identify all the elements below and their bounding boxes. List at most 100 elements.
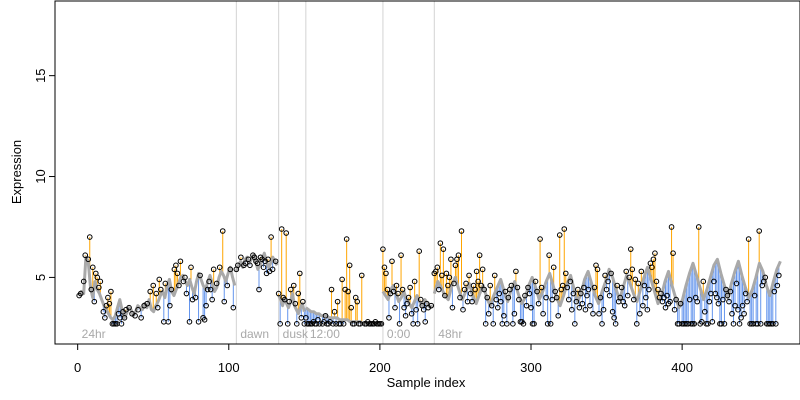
data-point (584, 292, 590, 299)
data-point (413, 306, 419, 313)
data-point (334, 298, 341, 305)
data-point (751, 292, 758, 299)
data-point (540, 310, 546, 317)
data-point (754, 321, 761, 327)
data-point (455, 252, 462, 259)
data-point (476, 252, 483, 259)
data-point (562, 270, 569, 277)
data-point (630, 296, 637, 303)
data-point (260, 264, 267, 271)
data-point (572, 321, 578, 327)
data-point (269, 266, 276, 273)
data-point (478, 282, 484, 289)
data-point (525, 284, 531, 291)
data-point (138, 314, 144, 321)
data-point (484, 294, 490, 301)
data-point (608, 270, 614, 277)
data-point (701, 308, 708, 315)
data-point (686, 296, 693, 303)
data-point (457, 294, 463, 301)
data-point (428, 302, 435, 309)
data-point (629, 266, 636, 273)
data-point (154, 304, 161, 311)
data-point (510, 321, 516, 327)
data-point (402, 312, 409, 319)
data-point (502, 288, 509, 295)
data-point (473, 268, 480, 275)
data-point (393, 282, 400, 289)
data-point (632, 276, 639, 283)
data-point (698, 319, 705, 325)
data-point (550, 264, 557, 271)
data-point (673, 296, 679, 303)
data-point (284, 321, 291, 327)
data-point (744, 298, 750, 305)
data-point (614, 282, 620, 289)
data-point (238, 254, 244, 261)
data-point (345, 288, 351, 295)
marker-label: 0:00 (387, 327, 411, 341)
data-point (559, 282, 566, 289)
data-point (493, 296, 500, 303)
data-point (591, 284, 598, 291)
data-point (106, 300, 113, 307)
data-point (126, 304, 132, 311)
data-point (186, 319, 193, 325)
data-point (469, 298, 475, 305)
data-point (668, 224, 675, 230)
data-point (85, 256, 92, 263)
data-point (732, 302, 738, 309)
data-point (94, 274, 101, 281)
data-point (773, 321, 779, 327)
data-point (337, 321, 344, 327)
data-point (177, 258, 184, 265)
data-point (207, 286, 214, 293)
data-point (646, 286, 652, 293)
data-point (297, 270, 303, 277)
data-point (605, 278, 611, 285)
data-point (227, 266, 234, 273)
data-point (330, 321, 336, 327)
data-point (417, 296, 424, 303)
data-point (378, 321, 385, 327)
data-point (343, 236, 350, 242)
data-point (451, 280, 457, 287)
marker-label: dawn (240, 327, 269, 341)
data-point (82, 252, 89, 259)
data-point (578, 290, 584, 297)
data-point (157, 286, 164, 293)
data-point (219, 228, 226, 234)
y-tick-label: 15 (33, 68, 48, 82)
data-point (706, 298, 713, 305)
data-point (520, 321, 527, 327)
data-point (526, 290, 533, 297)
data-point (452, 262, 459, 269)
marker-labels: 24hr dawn dusk 12:00 0:00 48hr (82, 327, 463, 341)
data-points (76, 224, 782, 327)
data-point (254, 260, 261, 267)
data-point (662, 304, 669, 311)
data-point (565, 296, 572, 303)
data-point (644, 306, 651, 313)
data-point (135, 306, 141, 313)
data-point (195, 319, 202, 325)
data-point (436, 286, 442, 293)
data-point (667, 298, 673, 305)
data-point (528, 304, 534, 311)
data-point (756, 228, 762, 234)
data-point (121, 314, 128, 321)
data-point (105, 294, 111, 301)
data-point (739, 302, 746, 309)
data-point (167, 302, 173, 309)
data-point (575, 286, 581, 293)
data-point (730, 321, 737, 327)
data-point (174, 270, 181, 277)
data-point (176, 282, 182, 289)
data-point (745, 236, 752, 242)
data-point (242, 260, 249, 267)
data-point (295, 290, 302, 297)
data-point (505, 294, 512, 301)
data-point (582, 306, 589, 313)
data-point (399, 286, 406, 293)
data-point (89, 264, 96, 271)
